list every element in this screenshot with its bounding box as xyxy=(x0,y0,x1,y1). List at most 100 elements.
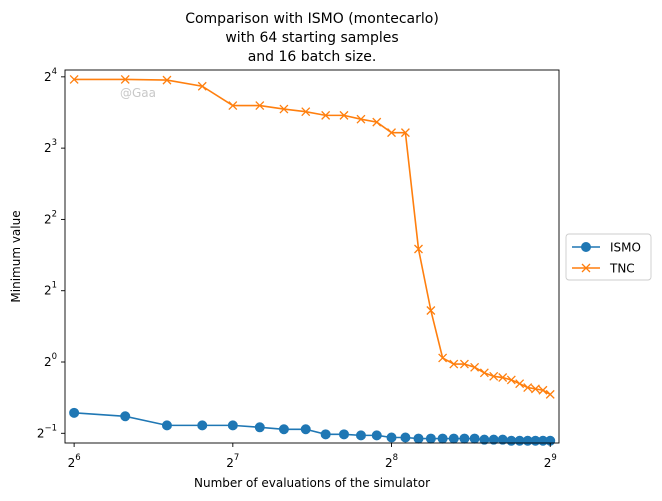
x-axis-label: Number of evaluations of the simulator xyxy=(194,476,430,490)
data-point-tnc xyxy=(339,110,349,120)
y-tick-exponent: 0 xyxy=(52,352,57,362)
data-point-tnc xyxy=(449,359,459,369)
y-tick-exponent: 3 xyxy=(52,138,57,148)
data-point-tnc xyxy=(255,101,265,111)
x-tick-label: 28 xyxy=(385,453,398,470)
chart-title-line: and 16 batch size. xyxy=(248,49,377,65)
y-tick-base: 2 xyxy=(37,426,45,440)
legend: ISMO TNC xyxy=(565,233,652,281)
x-tick-base: 2 xyxy=(544,456,552,470)
y-tick-label: 23 xyxy=(44,138,57,155)
data-point-tnc xyxy=(506,375,516,385)
data-point-ismo xyxy=(448,433,459,444)
data-point-ismo xyxy=(413,433,424,444)
data-point-ismo xyxy=(338,429,349,440)
data-point-tnc xyxy=(538,385,548,395)
data-point-ismo xyxy=(506,435,517,446)
axes-frame xyxy=(64,69,560,444)
data-point-ismo xyxy=(400,432,411,443)
data-point-ismo xyxy=(371,430,382,441)
data-point-tnc xyxy=(301,107,311,117)
series-line-tnc xyxy=(74,78,551,396)
legend-label-tnc: TNC xyxy=(609,262,635,276)
plot-series xyxy=(69,74,556,446)
data-point-tnc xyxy=(162,75,172,85)
x-tick-base: 2 xyxy=(385,456,393,470)
watermark: @Gaa xyxy=(120,86,156,100)
data-point-tnc xyxy=(523,383,533,393)
data-point-ismo xyxy=(254,422,265,433)
data-point-ismo xyxy=(197,420,208,431)
data-point-tnc xyxy=(489,371,499,381)
y-tick-label: 2−1 xyxy=(37,423,57,440)
data-point-ismo xyxy=(386,432,397,443)
x-tick-label: 26 xyxy=(68,453,81,470)
data-point-tnc xyxy=(545,389,555,399)
y-tick-exponent: 1 xyxy=(52,281,57,291)
x-tick-exponent: 7 xyxy=(234,453,239,463)
y-tick-exponent: 4 xyxy=(52,67,57,77)
data-point-tnc xyxy=(228,101,238,111)
y-tick-base: 2 xyxy=(44,355,52,369)
data-point-tnc xyxy=(120,74,130,84)
data-point-tnc xyxy=(459,359,469,369)
data-point-tnc xyxy=(515,379,525,389)
x-tick-label: 29 xyxy=(544,453,557,470)
x-tick-exponent: 9 xyxy=(551,453,556,463)
y-tick-base: 2 xyxy=(44,141,52,155)
data-point-tnc xyxy=(498,373,508,382)
chart-title-line: Comparison with ISMO (montecarlo) xyxy=(185,11,439,27)
data-point-ismo xyxy=(120,411,131,422)
y-tick-base: 2 xyxy=(44,70,52,84)
data-point-tnc xyxy=(279,104,289,114)
data-point-tnc xyxy=(400,128,410,138)
data-point-ismo xyxy=(69,407,80,418)
chart-title-line: with 64 starting samples xyxy=(225,30,398,46)
x-axis-ticks: 26 27 28 29 xyxy=(68,443,557,470)
data-point-ismo xyxy=(469,433,480,444)
y-tick-exponent: −1 xyxy=(44,423,57,433)
y-tick-exponent: 2 xyxy=(52,209,57,219)
x-tick-base: 2 xyxy=(226,456,234,470)
data-point-tnc xyxy=(414,244,423,254)
chart-title: Comparison with ISMO (montecarlo) with 64… xyxy=(185,11,439,65)
data-point-ismo xyxy=(459,433,470,444)
data-point-tnc xyxy=(479,368,489,378)
y-tick-base: 2 xyxy=(44,284,52,298)
legend-marker-tnc xyxy=(581,263,591,273)
data-point-tnc xyxy=(356,114,366,124)
data-point-ismo xyxy=(320,429,331,440)
data-point-tnc xyxy=(426,306,436,315)
data-point-ismo xyxy=(437,433,448,444)
legend-label-ismo: ISMO xyxy=(610,241,641,255)
data-point-tnc xyxy=(530,384,540,394)
data-point-ismo xyxy=(278,424,289,435)
legend-marker-ismo xyxy=(581,242,591,252)
data-point-tnc xyxy=(372,117,382,127)
data-point-ismo xyxy=(161,420,172,431)
data-point-tnc xyxy=(197,81,207,91)
x-tick-exponent: 8 xyxy=(393,453,398,463)
x-tick-base: 2 xyxy=(68,456,76,470)
series-ismo xyxy=(69,407,556,446)
data-point-tnc xyxy=(387,128,396,138)
data-point-tnc xyxy=(470,362,480,372)
data-point-tnc xyxy=(438,353,448,363)
data-point-tnc xyxy=(69,74,79,84)
y-tick-base: 2 xyxy=(44,212,52,226)
y-tick-label: 21 xyxy=(44,281,57,298)
x-tick-exponent: 6 xyxy=(75,453,80,463)
series-tnc xyxy=(69,74,555,399)
data-point-tnc xyxy=(321,110,331,120)
y-tick-label: 24 xyxy=(44,67,57,84)
y-tick-label: 20 xyxy=(44,352,57,369)
data-point-ismo xyxy=(300,424,311,435)
data-point-ismo xyxy=(227,420,238,431)
y-axis-label: Minimum value xyxy=(9,210,23,302)
y-tick-label: 22 xyxy=(44,209,57,226)
data-point-ismo xyxy=(425,433,436,444)
data-point-ismo xyxy=(355,430,366,441)
x-tick-label: 27 xyxy=(226,453,239,470)
